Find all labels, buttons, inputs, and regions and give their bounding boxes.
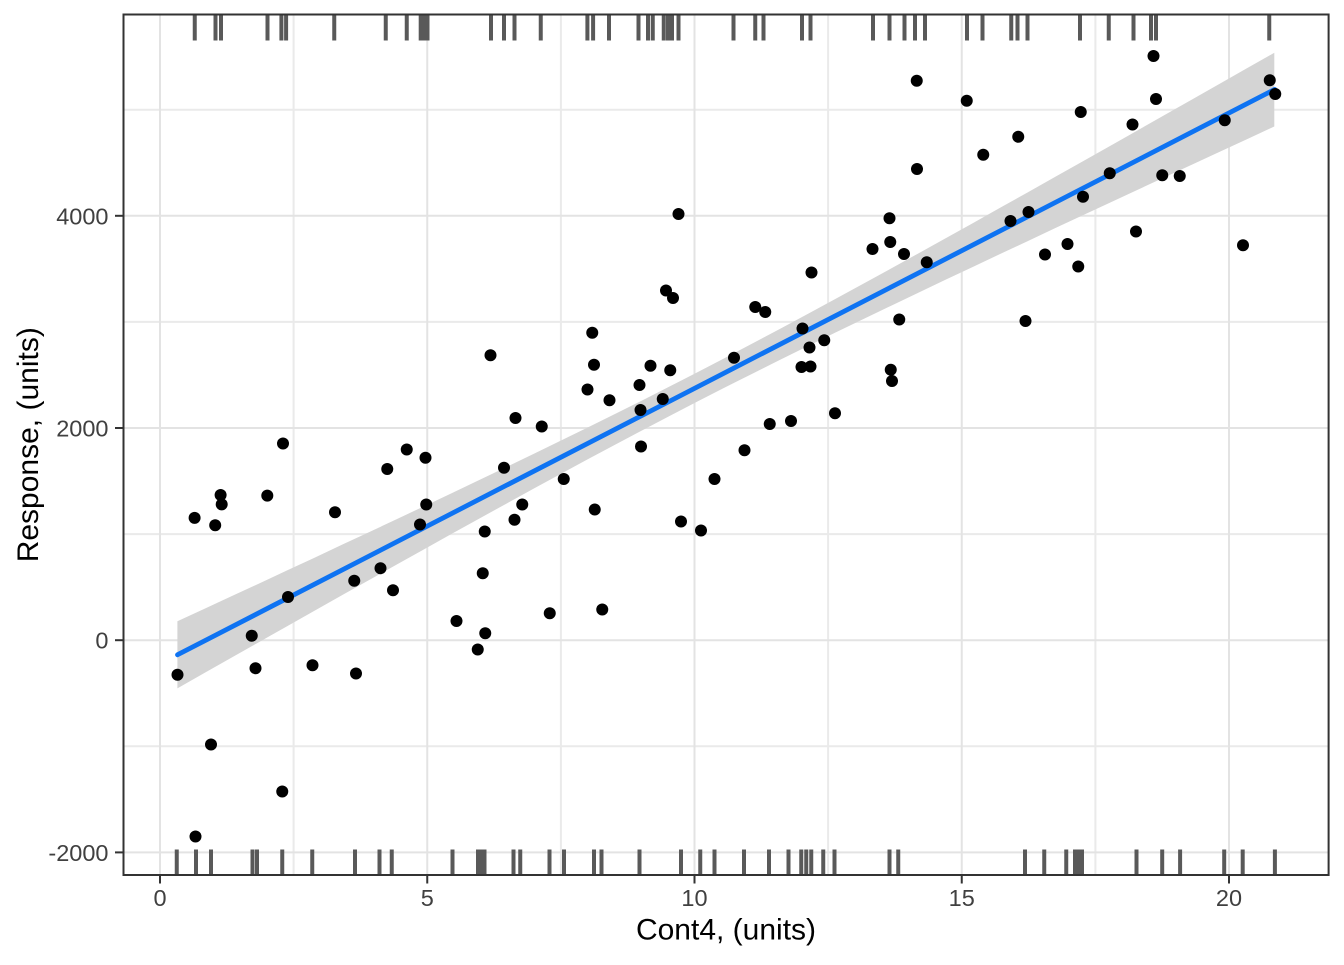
svg-text:5: 5 — [421, 885, 434, 911]
svg-text:15: 15 — [949, 885, 975, 911]
svg-text:2000: 2000 — [56, 416, 108, 442]
svg-text:0: 0 — [95, 628, 108, 654]
svg-text:20: 20 — [1216, 885, 1242, 911]
svg-text:Response, (units): Response, (units) — [12, 327, 45, 562]
svg-text:Cont4, (units): Cont4, (units) — [636, 914, 816, 947]
svg-text:10: 10 — [681, 885, 707, 911]
svg-text:0: 0 — [153, 885, 166, 911]
svg-text:4000: 4000 — [56, 203, 108, 229]
svg-text:-2000: -2000 — [48, 840, 108, 866]
